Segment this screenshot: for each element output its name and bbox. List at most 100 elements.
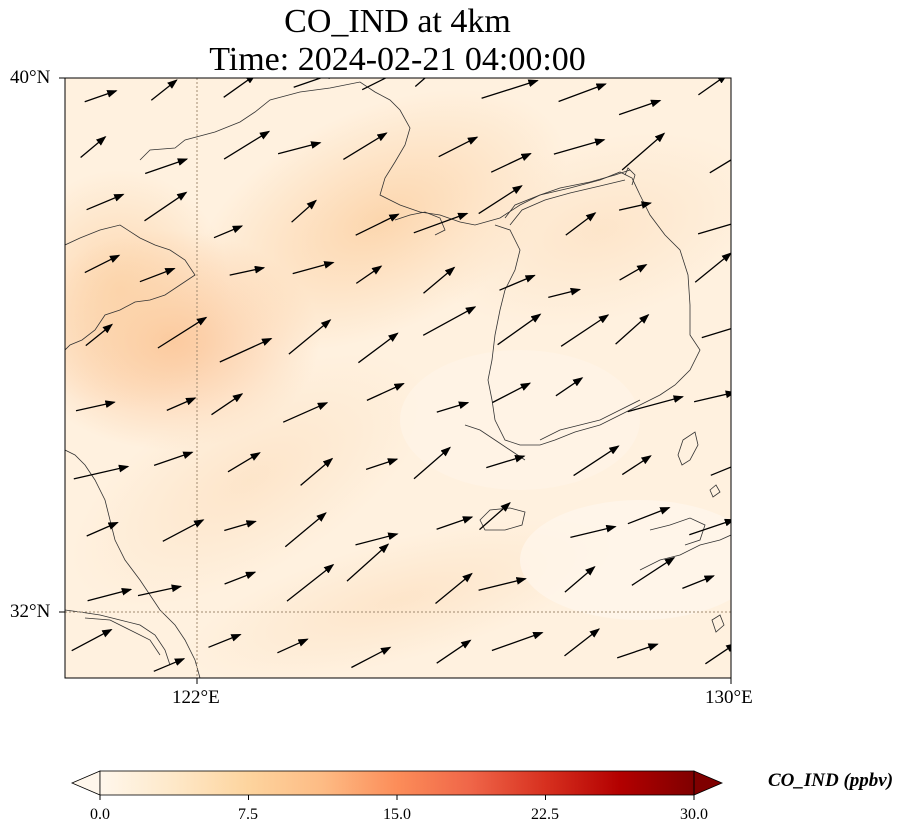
wind-arrow <box>211 393 244 416</box>
wind-arrow <box>224 571 257 585</box>
wind-arrow <box>560 314 610 347</box>
wind-arrow <box>631 556 676 586</box>
wind-arrow <box>293 78 338 88</box>
wind-arrow <box>365 458 399 471</box>
wind-arrow <box>71 628 113 652</box>
wind-arrow <box>73 464 130 480</box>
wind-arrow <box>139 267 176 283</box>
wind-arrow <box>615 313 650 345</box>
map-frame <box>64 77 732 679</box>
wind-arrow <box>286 563 335 602</box>
wind-arrow <box>366 383 405 401</box>
lat-label-40n: 40°N <box>10 67 51 88</box>
wind-arrow <box>355 532 399 546</box>
wind-arrow <box>361 78 388 91</box>
wind-arrow <box>618 201 652 211</box>
wind-arrow <box>86 521 119 537</box>
wind-arrow <box>479 502 511 531</box>
wind-arrow <box>157 316 208 349</box>
wind-arrow <box>558 83 607 103</box>
wind-arrow <box>277 141 322 155</box>
wind-arrow <box>75 400 116 412</box>
wind-arrow <box>435 572 473 605</box>
wind-arrow <box>144 158 189 175</box>
gridlines <box>65 78 731 678</box>
wind-arrow <box>710 466 731 476</box>
wind-arrow <box>284 512 327 548</box>
wind-arrow <box>153 658 186 672</box>
wind-arrow <box>288 319 332 355</box>
wind-arrow <box>355 265 383 284</box>
wind-arrow <box>564 628 601 657</box>
map-title-line2: Time: 2024-02-21 04:00:00 <box>209 41 586 78</box>
wind-arrow <box>565 212 597 236</box>
wind-arrow <box>227 452 261 473</box>
wind-arrow <box>208 633 242 648</box>
wind-arrow <box>621 455 652 476</box>
lon-label-122e: 122°E <box>172 687 220 708</box>
wind-arrow <box>213 225 244 239</box>
colorbar-tick-3: 22.5 <box>531 806 559 823</box>
wind-arrow <box>478 185 523 215</box>
wind-arrow <box>548 287 582 299</box>
wind-arrow <box>438 136 479 158</box>
wind-arrow <box>492 382 532 404</box>
wind-arrow <box>85 323 114 347</box>
wind-arrow <box>621 132 666 171</box>
lon-label-130e: 130°E <box>705 687 753 708</box>
wind-arrow <box>80 135 107 158</box>
colorbar-tick-1: 7.5 <box>238 806 258 823</box>
colorbar-label: CO_IND (ppbv) <box>768 770 894 791</box>
wind-arrow <box>413 446 451 480</box>
axis-ticks <box>59 77 732 684</box>
wind-arrow <box>223 130 271 160</box>
wind-arrow <box>423 266 456 294</box>
wind-arrow <box>84 90 118 103</box>
wind-arrow <box>553 138 606 155</box>
colorbar-tick-0: 0.0 <box>90 806 110 823</box>
wind-arrow <box>219 338 273 363</box>
wind-arrow <box>555 377 584 397</box>
wind-arrow <box>570 524 617 539</box>
wind-arrow <box>478 577 527 591</box>
wind-arrow <box>682 575 715 590</box>
wind-arrow <box>223 78 257 98</box>
wind-arrow <box>709 159 731 174</box>
wind-arrow <box>343 132 388 160</box>
wind-arrow <box>486 455 526 469</box>
wind-arrow <box>291 199 317 223</box>
wind-arrow <box>436 516 474 530</box>
wind-arrow <box>422 306 477 336</box>
wind-arrow <box>300 457 334 486</box>
wind-arrow <box>705 642 731 665</box>
wind-arrow <box>346 543 390 582</box>
wind-arrow <box>689 518 731 536</box>
wind-arrow <box>701 327 731 339</box>
wind-arrow <box>150 79 178 101</box>
wind-arrow <box>491 631 544 652</box>
colorbar-extend-low <box>70 770 101 796</box>
wind-arrow <box>627 395 684 413</box>
wind-arrow <box>84 254 121 274</box>
wind-arrow <box>573 445 620 477</box>
colorbar-extend-high <box>693 770 724 796</box>
wind-arrow <box>137 584 183 597</box>
colorbar-tick-4: 30.0 <box>680 806 708 823</box>
wind-arrow <box>144 191 188 222</box>
wind-arrow <box>564 565 596 593</box>
wind-arrow <box>616 643 659 659</box>
wind-arrow <box>436 639 472 664</box>
wind-arrow <box>87 587 133 602</box>
concentration-field <box>65 78 731 678</box>
wind-arrow <box>282 402 329 423</box>
wind-arrow <box>166 397 197 411</box>
coastlines <box>65 81 731 678</box>
wind-arrow <box>351 646 392 669</box>
wind-arrow <box>619 264 648 281</box>
wind-vectors <box>71 78 731 672</box>
map-title-line1: CO_IND at 4km <box>284 3 511 40</box>
wind-arrow <box>224 520 257 532</box>
wind-arrow <box>358 332 399 364</box>
